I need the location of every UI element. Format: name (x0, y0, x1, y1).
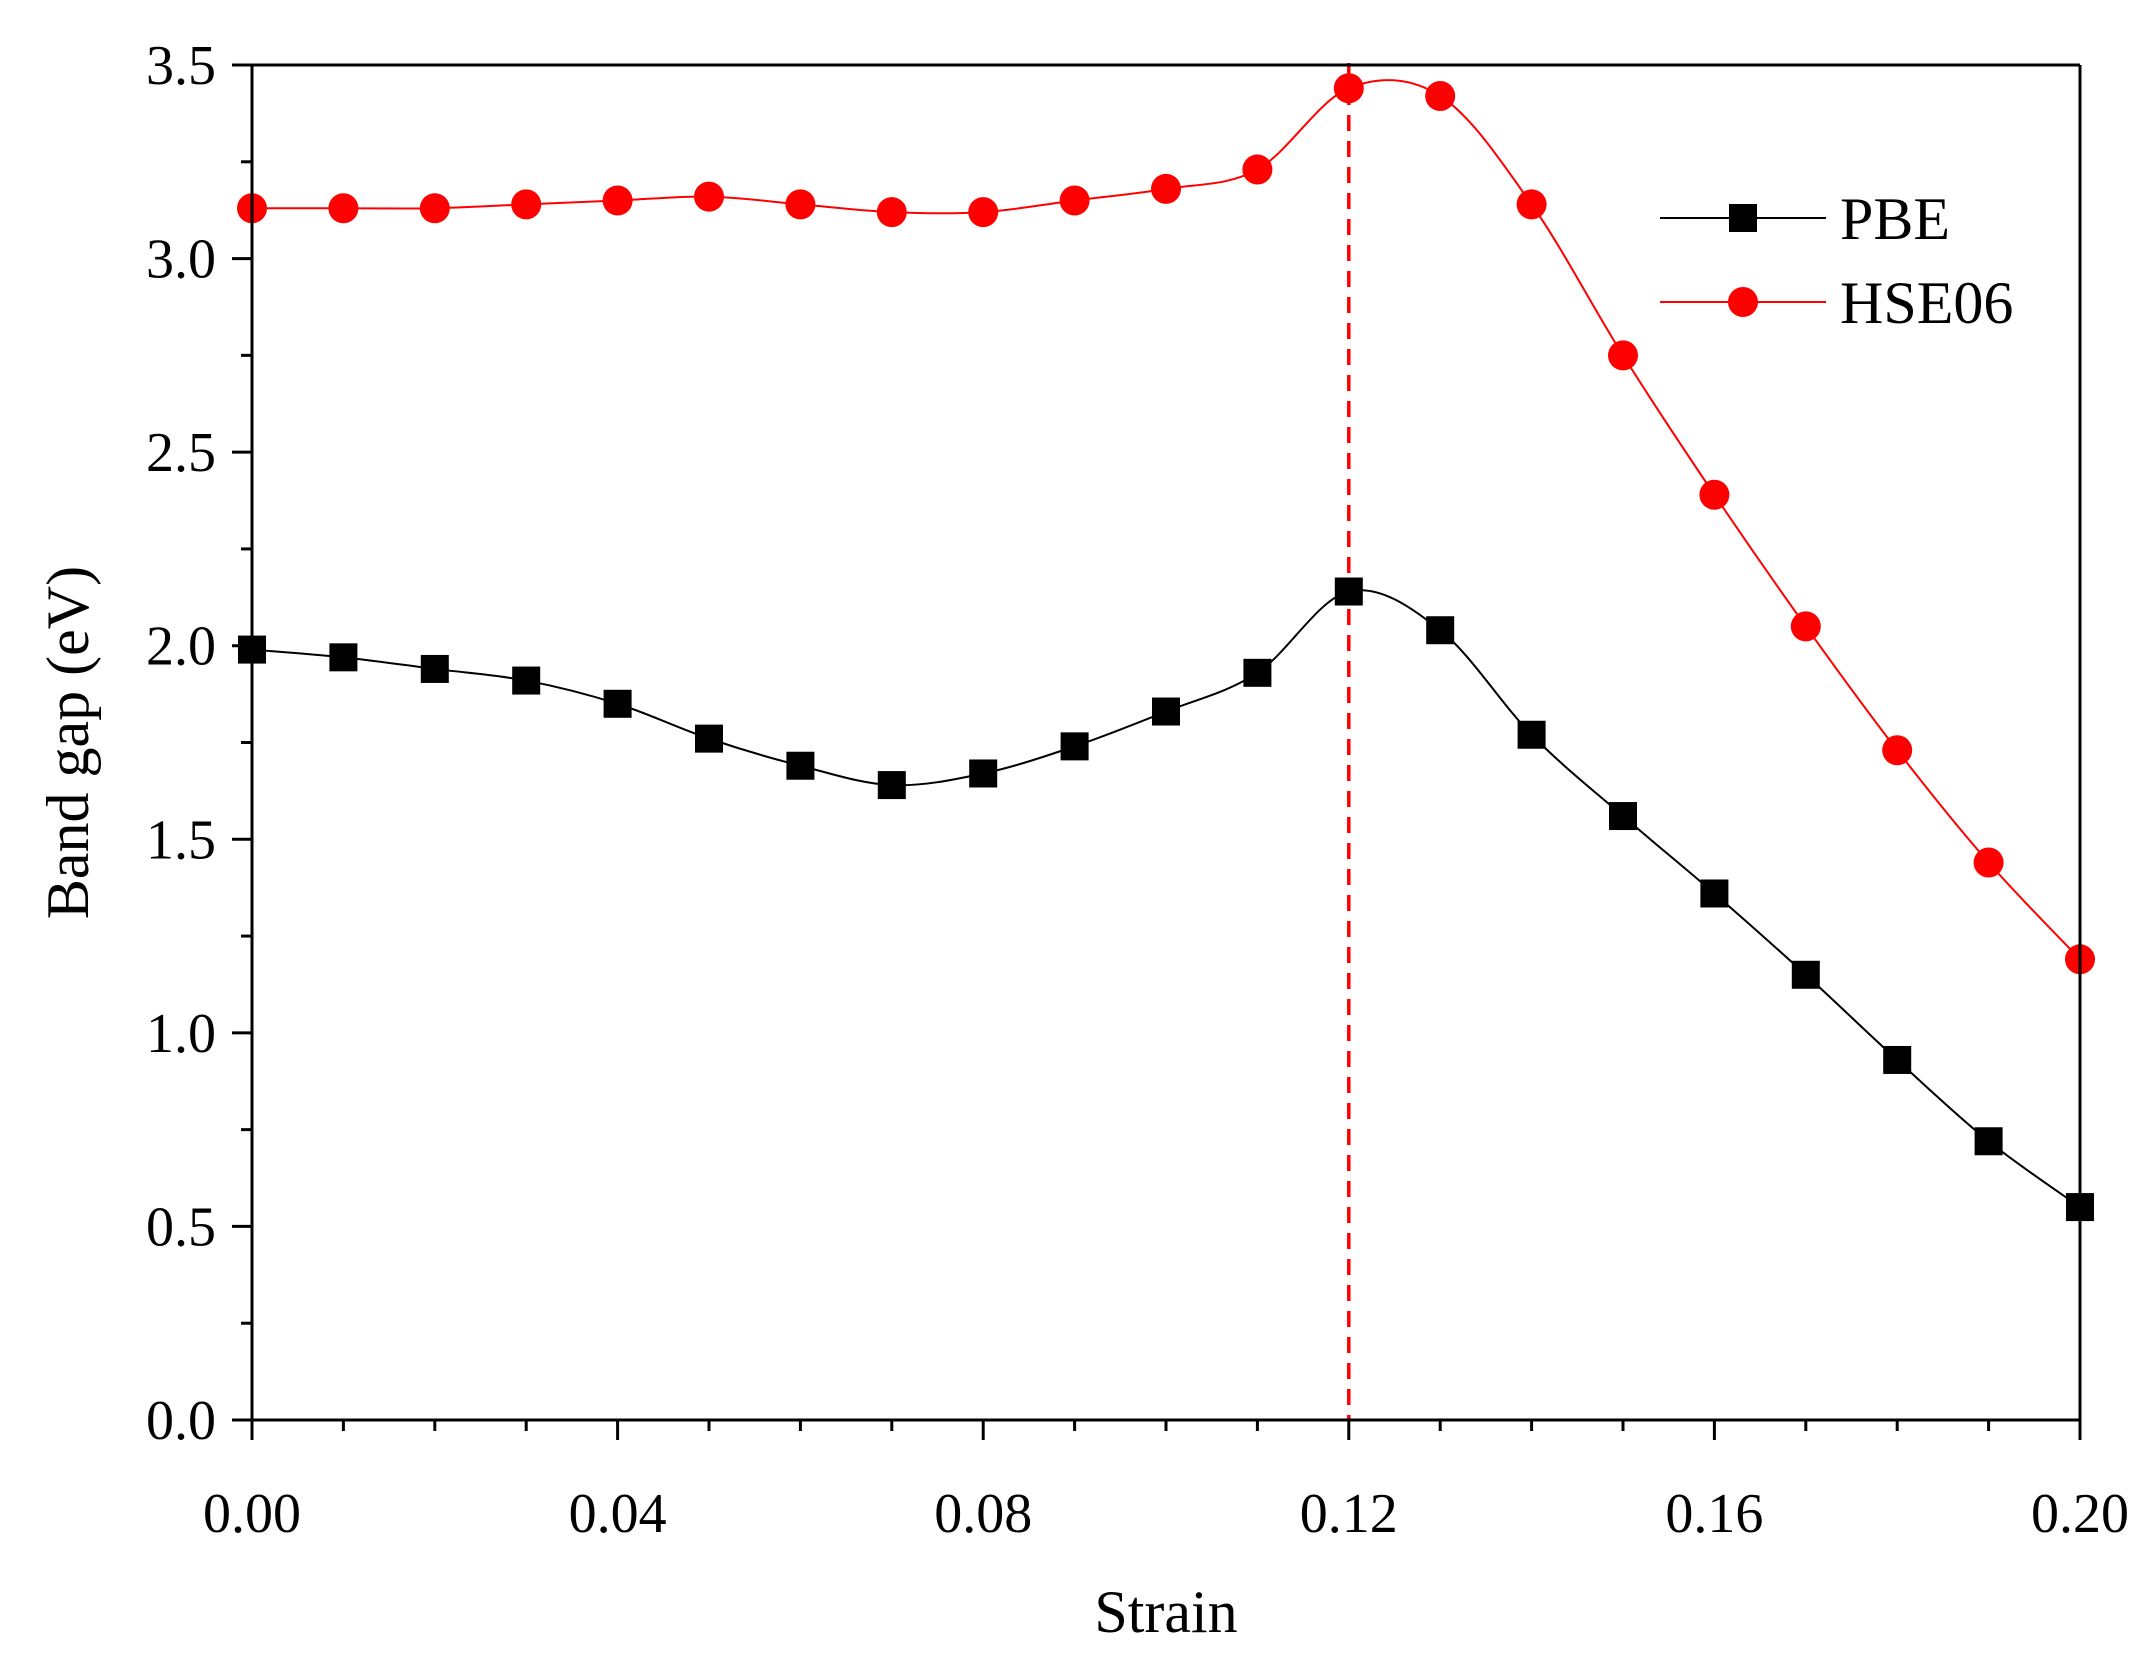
data-point-pbe-9 (1060, 732, 1089, 761)
y-tick-label: 2.0 (146, 616, 216, 678)
data-point-hse06-13 (1425, 80, 1456, 111)
legend-marker-pbe (1729, 204, 1757, 232)
y-tick-label: 3.0 (146, 229, 216, 291)
data-point-pbe-4 (603, 689, 632, 718)
data-point-pbe-10 (1152, 697, 1180, 726)
x-tick-label: 0.16 (1665, 1483, 1763, 1545)
data-point-hse06-5 (694, 181, 724, 212)
legend-label-hse06: HSE06 (1840, 270, 2013, 336)
data-point-hse06-15 (1608, 340, 1638, 371)
legend: PBE HSE06 (1660, 186, 2013, 336)
legend-marker-hse06 (1728, 287, 1758, 317)
data-point-hse06-11 (1242, 154, 1273, 185)
data-point-hse06-6 (785, 189, 816, 220)
data-point-hse06-8 (968, 197, 999, 228)
data-point-hse06-12 (1333, 73, 1364, 104)
data-point-pbe-19 (1974, 1127, 2003, 1156)
data-point-pbe-12 (1334, 577, 1363, 606)
data-point-pbe-3 (512, 666, 541, 695)
data-point-pbe-8 (969, 759, 998, 788)
y-axis-title: Band gap (eV) (35, 566, 101, 919)
data-point-pbe-5 (695, 724, 723, 753)
legend-label-pbe: PBE (1840, 186, 1950, 252)
data-point-pbe-11 (1243, 658, 1272, 687)
data-point-pbe-2 (420, 654, 449, 683)
data-point-hse06-7 (876, 197, 907, 228)
x-axis-title: Strain (1094, 1579, 1237, 1645)
data-point-pbe-17 (1791, 960, 1820, 989)
data-point-hse06-3 (511, 189, 542, 220)
data-point-hse06-1 (328, 193, 359, 224)
y-tick-label: 1.0 (146, 1003, 216, 1065)
data-point-hse06-17 (1790, 611, 1821, 642)
data-point-hse06-10 (1151, 173, 1181, 204)
data-point-hse06-19 (1973, 847, 2004, 878)
data-point-hse06-2 (419, 193, 450, 224)
data-point-pbe-16 (1700, 879, 1729, 908)
data-point-hse06-14 (1516, 189, 1547, 220)
y-tick-label: 3.5 (146, 35, 216, 97)
x-tick-label: 0.08 (934, 1483, 1032, 1545)
y-tick-label: 1.5 (146, 809, 216, 871)
data-point-pbe-18 (1883, 1045, 1912, 1074)
y-tick-label: 2.5 (146, 422, 216, 484)
data-point-pbe-6 (786, 751, 815, 780)
data-point-pbe-13 (1426, 616, 1455, 645)
data-point-hse06-4 (602, 185, 633, 216)
data-point-hse06-18 (1882, 735, 1913, 766)
data-point-pbe-14 (1517, 720, 1546, 749)
x-tick-label: 0.00 (203, 1483, 301, 1545)
data-point-pbe-15 (1609, 802, 1637, 831)
data-point-pbe-7 (877, 771, 906, 800)
x-tick-label: 0.04 (569, 1483, 667, 1545)
data-point-hse06-9 (1059, 185, 1090, 216)
y-tick-label: 0.0 (146, 1390, 216, 1452)
x-tick-label: 0.12 (1300, 1483, 1398, 1545)
x-tick-label: 0.20 (2031, 1483, 2129, 1545)
data-point-hse06-16 (1699, 479, 1730, 510)
y-tick-label: 0.5 (146, 1196, 216, 1258)
data-point-pbe-1 (329, 643, 358, 672)
